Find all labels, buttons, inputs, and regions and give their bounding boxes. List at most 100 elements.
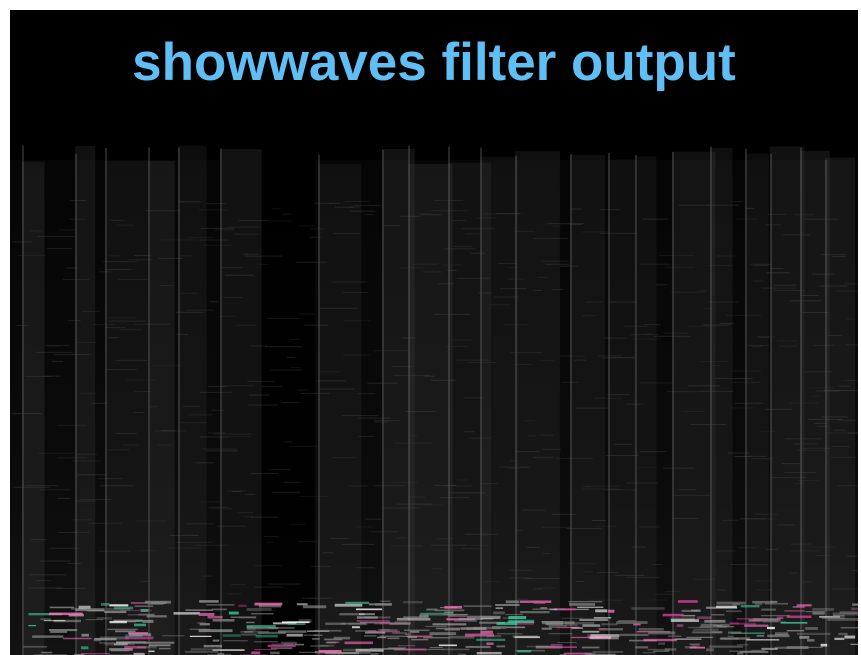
harmonic	[142, 619, 154, 623]
texture	[330, 538, 349, 540]
harmonic	[737, 651, 744, 655]
texture	[721, 519, 739, 521]
texture	[693, 578, 715, 580]
texture	[750, 263, 772, 265]
harmonic	[173, 612, 200, 615]
texture	[400, 215, 420, 217]
texture	[200, 436, 228, 438]
texture	[580, 231, 610, 233]
texture	[254, 586, 284, 588]
harmonic	[746, 639, 780, 641]
harmonic	[134, 605, 154, 607]
harmonic	[774, 632, 789, 636]
texture	[227, 226, 261, 228]
harmonic	[444, 605, 463, 609]
texture	[272, 491, 301, 493]
harmonic	[392, 632, 408, 634]
harmonic	[629, 639, 657, 642]
harmonic	[658, 642, 665, 645]
texture	[665, 591, 681, 593]
texture	[507, 267, 519, 269]
texture	[154, 430, 187, 432]
harmonic	[595, 609, 608, 613]
harmonic	[819, 615, 841, 618]
harmonic	[247, 628, 256, 631]
harmonic	[805, 627, 818, 630]
harmonic	[571, 627, 583, 629]
harmonic	[355, 630, 377, 632]
texture	[227, 436, 251, 438]
texture	[54, 354, 92, 356]
harmonic	[23, 645, 48, 648]
texture	[767, 213, 787, 215]
texture	[298, 225, 316, 227]
texture	[334, 206, 354, 208]
harmonic	[107, 628, 138, 631]
texture	[365, 518, 382, 520]
harmonic	[557, 641, 577, 644]
harmonic	[162, 635, 185, 637]
harmonic	[748, 619, 779, 622]
harmonic	[821, 617, 846, 619]
texture	[195, 462, 214, 464]
texture	[396, 537, 407, 539]
texture	[416, 212, 432, 214]
texture	[299, 313, 315, 315]
texture	[225, 274, 254, 276]
harmonic	[41, 651, 53, 654]
texture	[108, 255, 120, 257]
harmonic	[379, 635, 412, 637]
texture	[271, 208, 281, 210]
quiet-region	[220, 140, 315, 655]
harmonic	[140, 608, 149, 612]
texture	[371, 531, 398, 533]
harmonic	[334, 603, 363, 607]
harmonic	[96, 617, 112, 620]
harmonic	[125, 634, 143, 638]
harmonic	[717, 626, 735, 628]
texture	[35, 580, 52, 582]
texture	[48, 345, 62, 347]
texture	[263, 536, 279, 538]
texture	[257, 263, 269, 265]
texture	[626, 576, 661, 578]
texture	[316, 380, 346, 382]
texture	[734, 455, 767, 457]
texture	[250, 345, 268, 347]
texture	[820, 254, 846, 256]
texture	[497, 262, 517, 264]
texture	[837, 485, 858, 487]
texture	[539, 359, 555, 361]
harmonic	[820, 643, 828, 647]
harmonic	[302, 605, 327, 609]
texture	[533, 456, 554, 458]
texture	[837, 419, 857, 421]
texture	[391, 481, 418, 483]
texture	[230, 584, 246, 586]
harmonic	[365, 631, 386, 634]
texture	[585, 301, 603, 303]
harmonic	[795, 606, 806, 608]
texture	[383, 225, 400, 227]
texture	[116, 224, 134, 226]
texture	[332, 457, 358, 459]
texture	[161, 239, 196, 241]
texture	[796, 449, 827, 451]
harmonic	[736, 643, 749, 646]
texture	[76, 453, 98, 455]
harmonic	[696, 616, 712, 619]
streak-edge	[105, 147, 107, 655]
texture	[354, 205, 381, 207]
texture	[345, 200, 370, 202]
texture	[533, 237, 568, 239]
harmonic	[590, 636, 619, 640]
texture	[237, 512, 253, 514]
texture	[12, 241, 32, 243]
harmonic	[519, 611, 550, 614]
harmonic	[796, 632, 831, 636]
harmonic	[325, 641, 337, 644]
texture	[603, 337, 628, 339]
texture	[238, 220, 268, 222]
texture	[219, 315, 236, 317]
streak	[635, 156, 657, 655]
